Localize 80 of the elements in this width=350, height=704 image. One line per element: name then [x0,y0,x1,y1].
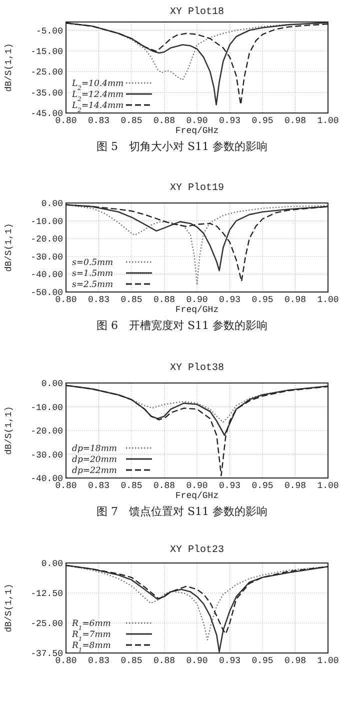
y-tick-label: -40.00 [30,270,63,280]
legend-label: R$_{1}$=7mm [71,630,111,642]
legend-label: L$_{2}$=12.4mm [71,90,124,102]
x-tick-label: 0.80 [55,481,77,491]
y-axis-title: dB/S(1,1) [4,584,14,632]
x-tick-label: 1.00 [317,295,339,305]
legend-label: s=2.5mm [72,280,114,290]
x-tick-label: 1.00 [317,116,339,126]
x-tick-label: 0.85 [120,116,142,126]
caption: 图 7 馈点位置对 S11 参数的影响 [96,505,268,518]
legend-label: R$_{1}$=8mm [71,641,111,654]
y-tick-label: -12.50 [30,589,63,599]
x-tick-label: 0.80 [55,116,77,126]
legend-label: s=0.5mm [72,258,114,268]
x-tick-label: 0.85 [120,481,142,491]
y-tick-label: -20.00 [30,426,63,436]
y-tick-label: -10.00 [30,402,63,413]
caption: 图 5 切角大小对 S11 参数的影响 [96,140,268,153]
x-tick-label: 0.88 [153,481,176,491]
y-tick-label: -30.00 [30,450,63,460]
x-tick-label: 0.85 [120,295,142,305]
caption: 图 6 开槽宽度对 S11 参数的影响 [96,319,268,332]
y-axis-title: dB/S(1,1) [4,406,14,455]
legend-label: s=1.5mm [72,269,114,279]
legend-label: R$_{1}$=6mm [71,619,111,632]
y-tick-label: -25.00 [30,619,63,629]
y-tick-label: -5.00 [36,26,63,36]
x-tick-label: 0.93 [218,295,241,305]
x-tick-label: 1.00 [317,656,339,666]
legend-label: dp=20mm [72,455,117,465]
x-tick-label: 0.98 [284,116,306,126]
x-tick-label: 0.95 [252,295,274,305]
x-tick-label: 0.93 [218,116,241,126]
x-tick-label: 0.83 [88,481,110,491]
x-tick-label: 0.93 [218,656,241,666]
y-tick-label: -35.00 [30,88,63,98]
legend-label: L$_{2}$=14.4mm [71,101,124,114]
line-series [65,384,329,476]
y-axis-title: dB/S(1,1) [4,223,14,272]
chart-title: XY Plot23 [170,544,224,556]
x-tick-label: 0.90 [186,481,208,491]
x-tick-label: 0.88 [153,656,176,666]
line-series [65,384,329,436]
y-axis-title: dB/S(1,1) [4,43,14,92]
legend-label: dp=22mm [72,466,117,476]
x-axis-title: Freq/GHz [175,126,219,136]
x-tick-label: 0.88 [153,116,176,126]
x-tick-label: 0.83 [88,656,110,666]
y-tick-label: 0.00 [41,559,63,569]
x-tick-label: 0.90 [186,116,208,126]
x-tick-label: 0.93 [218,481,241,491]
y-tick-label: 0.00 [41,379,63,389]
x-tick-label: 0.88 [153,295,176,305]
x-tick-label: 0.80 [55,656,77,666]
x-tick-label: 0.83 [88,116,110,126]
x-tick-label: 0.98 [284,481,306,491]
x-tick-label: 0.80 [55,295,77,305]
x-tick-label: 0.98 [284,295,306,305]
x-tick-label: 0.95 [252,116,274,126]
y-tick-label: -25.00 [30,68,63,78]
x-tick-label: 0.90 [186,295,208,305]
legend-label: L$_{2}$=10.4mm [71,79,124,92]
x-tick-label: 0.95 [252,656,274,666]
x-axis-title: Freq/GHz [175,305,219,315]
x-tick-label: 0.95 [252,481,274,491]
x-axis-title: Freq/GHz [175,491,219,501]
x-tick-label: 0.98 [284,656,306,666]
y-tick-label: -30.00 [30,252,63,262]
chart-title: XY Plot19 [170,182,224,194]
y-tick-label: 0.00 [41,199,63,209]
y-tick-label: -15.00 [30,46,63,57]
chart-title: XY Plot18 [170,6,224,18]
y-tick-label: -10.00 [30,216,63,227]
x-tick-label: 1.00 [317,481,339,491]
legend-label: dp=18mm [72,444,117,454]
y-tick-label: -20.00 [30,234,63,245]
x-tick-label: 0.85 [120,656,142,666]
x-tick-label: 0.90 [186,656,208,666]
x-tick-label: 0.83 [88,295,110,305]
chart-title: XY Plot38 [170,362,224,374]
